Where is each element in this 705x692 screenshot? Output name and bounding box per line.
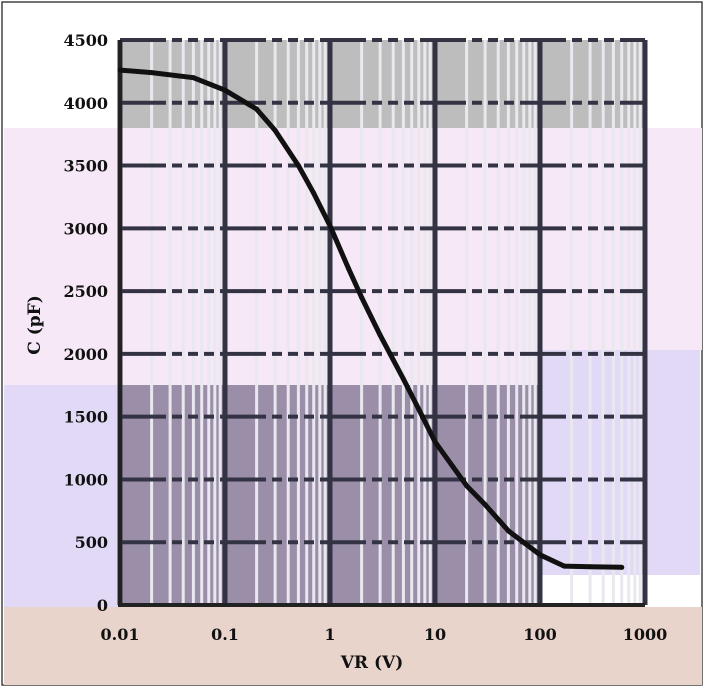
band-lavender-left bbox=[4, 385, 122, 610]
data-point bbox=[345, 266, 351, 272]
series-layer bbox=[117, 67, 625, 570]
band-pink-strip bbox=[645, 128, 702, 350]
data-point bbox=[295, 163, 301, 169]
x-tick-label: 1000 bbox=[623, 625, 668, 644]
data-point bbox=[464, 483, 470, 489]
band-bottom bbox=[4, 607, 702, 685]
data-point bbox=[432, 439, 438, 445]
data-point bbox=[359, 294, 365, 300]
x-axis-label: VR (V) bbox=[340, 653, 404, 673]
data-point bbox=[505, 528, 511, 534]
y-tick-label: 0 bbox=[97, 596, 108, 615]
band-top-gray bbox=[120, 40, 645, 128]
series-line bbox=[117, 67, 625, 570]
data-point bbox=[400, 376, 406, 382]
data-point bbox=[327, 223, 333, 229]
data-point bbox=[254, 106, 260, 112]
y-tick-label: 500 bbox=[75, 533, 108, 552]
data-point bbox=[537, 552, 543, 558]
data-point bbox=[149, 70, 155, 76]
data-point bbox=[272, 127, 278, 133]
y-tick-label: 1000 bbox=[63, 470, 108, 489]
data-point bbox=[619, 564, 625, 570]
tick-layer: 0 500 1000 1500 2000 2500 3000 3500 4000 4500 0.01… bbox=[63, 31, 667, 644]
x-tick-label: 10 bbox=[424, 625, 446, 644]
data-point bbox=[416, 406, 422, 412]
x-tick-label: 0.01 bbox=[101, 625, 140, 644]
data-point bbox=[190, 75, 196, 81]
y-tick-label: 3500 bbox=[63, 157, 108, 176]
y-tick-label: 2000 bbox=[63, 345, 108, 364]
data-point bbox=[587, 564, 593, 570]
y-tick-label: 4500 bbox=[63, 31, 108, 50]
grid-layer bbox=[117, 38, 648, 607]
data-point bbox=[482, 502, 488, 508]
x-tick-label: 1 bbox=[324, 625, 335, 644]
y-tick-label: 4000 bbox=[63, 94, 108, 113]
y-tick-label: 3000 bbox=[63, 219, 108, 238]
data-point bbox=[377, 332, 383, 338]
data-point bbox=[561, 563, 567, 569]
data-point bbox=[311, 190, 317, 196]
y-tick-label: 2500 bbox=[63, 282, 108, 301]
y-axis-label: C (pF) bbox=[25, 295, 45, 355]
y-tick-label: 1500 bbox=[63, 408, 108, 427]
band-lavender-right bbox=[540, 350, 700, 575]
data-point bbox=[222, 87, 228, 93]
data-point bbox=[117, 67, 123, 73]
x-tick-label: 100 bbox=[523, 625, 556, 644]
x-tick-label: 0.1 bbox=[211, 625, 239, 644]
